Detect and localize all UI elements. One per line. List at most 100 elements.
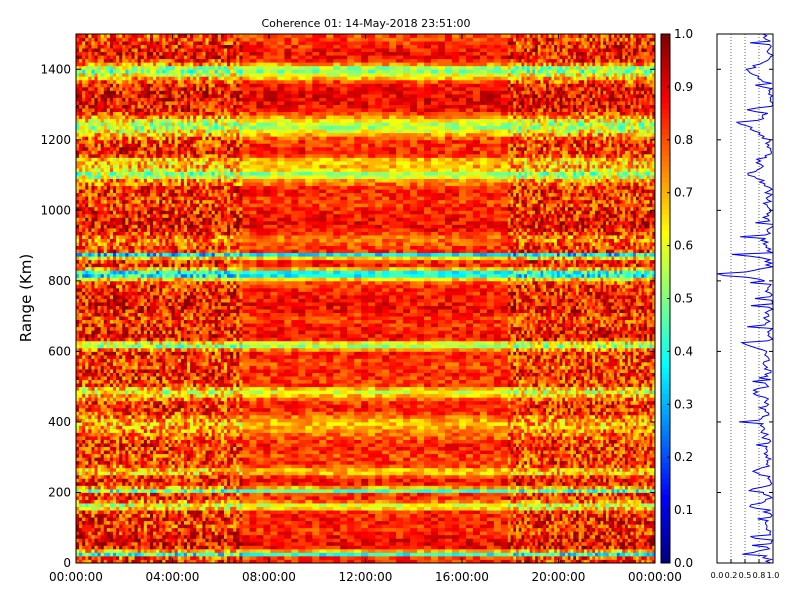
heatmap-cell [175, 556, 178, 560]
heatmap-cell [110, 545, 113, 549]
heatmap-cell [218, 436, 221, 440]
heatmap-cell [209, 351, 212, 355]
heatmap-cell [95, 461, 98, 465]
heatmap-cell [190, 369, 193, 373]
heatmap-cell [79, 482, 82, 486]
heatmap-cell [91, 447, 94, 451]
heatmap-cell [175, 270, 178, 274]
heatmap-cell [79, 415, 82, 419]
heatmap-cell [79, 323, 82, 327]
heatmap-cell [221, 306, 224, 310]
heatmap-cell [209, 246, 212, 250]
heatmap-cell [147, 366, 150, 370]
heatmap-cell [175, 327, 178, 331]
heatmap-cell [196, 288, 199, 292]
heatmap-cell [153, 299, 156, 303]
heatmap-cell [135, 552, 138, 556]
heatmap-cell [104, 295, 107, 299]
heatmap-cell [224, 369, 227, 373]
heatmap-cell [159, 471, 162, 475]
heatmap-cell [224, 355, 227, 359]
heatmap-cell [193, 535, 196, 539]
heatmap-cell [202, 492, 205, 496]
heatmap-cell [88, 341, 91, 345]
heatmap-cell [138, 288, 141, 292]
heatmap-cell [233, 454, 236, 458]
heatmap-cell [156, 351, 159, 355]
heatmap-cell [190, 295, 193, 299]
heatmap-cell [113, 408, 116, 412]
heatmap-cell [212, 277, 215, 281]
heatmap-cell [168, 545, 171, 549]
heatmap-cell [88, 411, 91, 415]
heatmap-cell [196, 447, 199, 451]
heatmap-cell [196, 270, 199, 274]
heatmap-cell [190, 327, 193, 331]
heatmap-cell [141, 355, 144, 359]
heatmap-cell [122, 373, 125, 377]
heatmap-cell [101, 447, 104, 451]
heatmap-cell [131, 468, 134, 472]
heatmap-cell [116, 383, 119, 387]
heatmap-cell [91, 309, 94, 313]
heatmap-cell [128, 552, 131, 556]
heatmap-cell [104, 341, 107, 345]
heatmap-cell [162, 376, 165, 380]
heatmap-cell [147, 471, 150, 475]
heatmap-cell [135, 492, 138, 496]
heatmap-cell [128, 313, 131, 317]
heatmap-cell [95, 517, 98, 521]
heatmap-cell [122, 552, 125, 556]
heatmap-cell [144, 440, 147, 444]
heatmap-cell [76, 429, 79, 433]
heatmap-cell [202, 260, 205, 264]
heatmap-cell [113, 267, 116, 271]
heatmap-cell [199, 538, 202, 542]
heatmap-cell [224, 320, 227, 324]
heatmap-cell [150, 524, 153, 528]
heatmap-cell [233, 351, 236, 355]
heatmap-cell [175, 447, 178, 451]
heatmap-cell [88, 468, 91, 472]
heatmap-cell [119, 418, 122, 422]
heatmap-cell [76, 239, 79, 243]
heatmap-cell [101, 507, 104, 511]
heatmap-cell [135, 256, 138, 260]
heatmap-cell [156, 256, 159, 260]
heatmap-cell [175, 485, 178, 489]
heatmap-cell [116, 500, 119, 504]
heatmap-cell [128, 440, 131, 444]
heatmap-cell [190, 299, 193, 303]
heatmap-cell [125, 242, 128, 246]
heatmap-cell [233, 433, 236, 437]
heatmap-cell [104, 489, 107, 493]
heatmap-cell [224, 390, 227, 394]
heatmap-cell [150, 334, 153, 338]
heatmap-cell [125, 277, 128, 281]
heatmap-cell [162, 401, 165, 405]
heatmap-cell [119, 394, 122, 398]
heatmap-cell [193, 302, 196, 306]
heatmap-cell [233, 482, 236, 486]
heatmap-cell [187, 313, 190, 317]
heatmap-cell [218, 461, 221, 465]
coherence-heatmap [76, 34, 655, 563]
heatmap-cell [233, 249, 236, 253]
heatmap-cell [76, 549, 79, 553]
heatmap-cell [116, 380, 119, 384]
heatmap-cell [85, 299, 88, 303]
heatmap-cell [91, 320, 94, 324]
heatmap-cell [116, 274, 119, 278]
heatmap-cell [156, 267, 159, 271]
heatmap-cell [116, 281, 119, 285]
heatmap-cell [153, 411, 156, 415]
heatmap-cell [239, 478, 242, 482]
heatmap-cell [221, 344, 224, 348]
heatmap-cell [184, 411, 187, 415]
heatmap-cell [79, 330, 82, 334]
heatmap-cell [227, 475, 230, 479]
heatmap-cell [209, 492, 212, 496]
heatmap-cell [119, 291, 122, 295]
heatmap-cell [144, 464, 147, 468]
heatmap-cell [159, 320, 162, 324]
